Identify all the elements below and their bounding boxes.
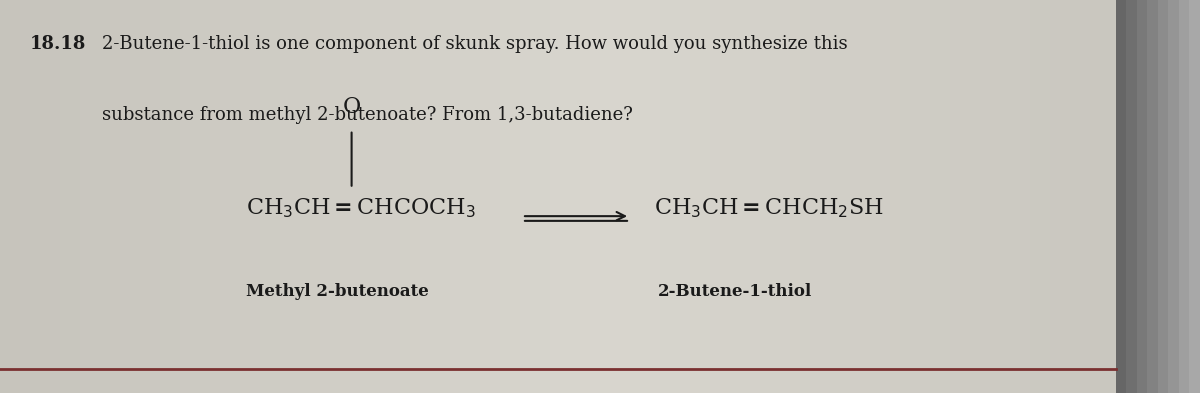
- Text: substance from methyl 2-butenoate? From 1,3-butadiene?: substance from methyl 2-butenoate? From …: [102, 106, 632, 124]
- Text: 2-Butene-1-thiol: 2-Butene-1-thiol: [658, 283, 812, 300]
- Text: CH$_3$CH$\mathbf{=}$CHCH$_2$SH: CH$_3$CH$\mathbf{=}$CHCH$_2$SH: [654, 196, 884, 220]
- Text: O: O: [342, 96, 361, 118]
- Text: 2-Butene-1-thiol is one component of skunk spray. How would you synthesize this: 2-Butene-1-thiol is one component of sku…: [102, 35, 847, 53]
- Text: 18.18: 18.18: [30, 35, 86, 53]
- Text: Methyl 2-butenoate: Methyl 2-butenoate: [246, 283, 428, 300]
- Text: CH$_3$CH$\mathbf{=}$CHCOCH$_3$: CH$_3$CH$\mathbf{=}$CHCOCH$_3$: [246, 196, 475, 220]
